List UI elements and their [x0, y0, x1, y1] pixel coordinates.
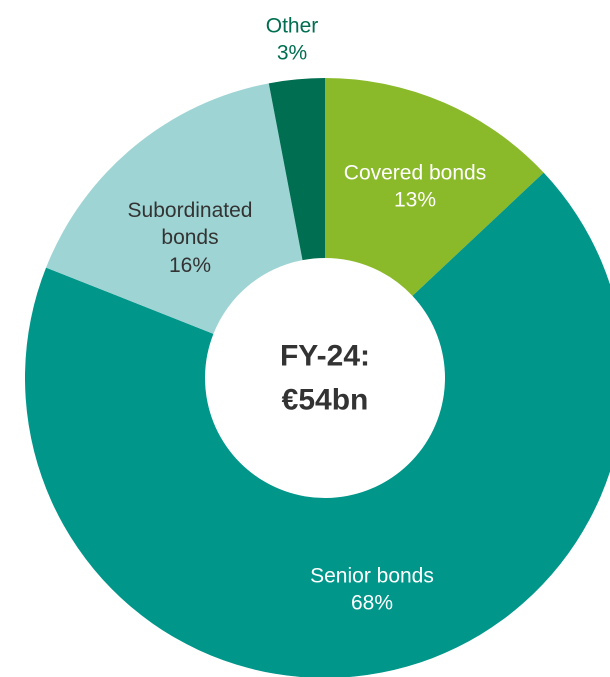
center-line: €54bn [281, 383, 369, 416]
slice [325, 78, 544, 296]
value-label: 13% [393, 189, 437, 212]
center-label: FY-24: €54bn [280, 335, 370, 422]
category-label: Subordinated bonds [127, 199, 253, 250]
category-label: Covered bonds [343, 161, 487, 185]
slice-label: Covered bonds 13% [315, 160, 515, 215]
slice-label: Subordinated bonds 16% [115, 197, 265, 279]
slice-label: Senior bonds 68% [272, 563, 472, 618]
value-label: 3% [276, 42, 308, 65]
category-label: Senior bonds [310, 564, 434, 588]
value-label: 68% [350, 592, 394, 615]
slice-label: Other 3% [242, 13, 342, 68]
slice [25, 172, 610, 677]
slice [46, 83, 303, 334]
slice [268, 78, 325, 261]
center-line: FY-24: [279, 339, 371, 373]
value-label: 16% [168, 253, 212, 277]
category-label: Other [265, 14, 319, 38]
